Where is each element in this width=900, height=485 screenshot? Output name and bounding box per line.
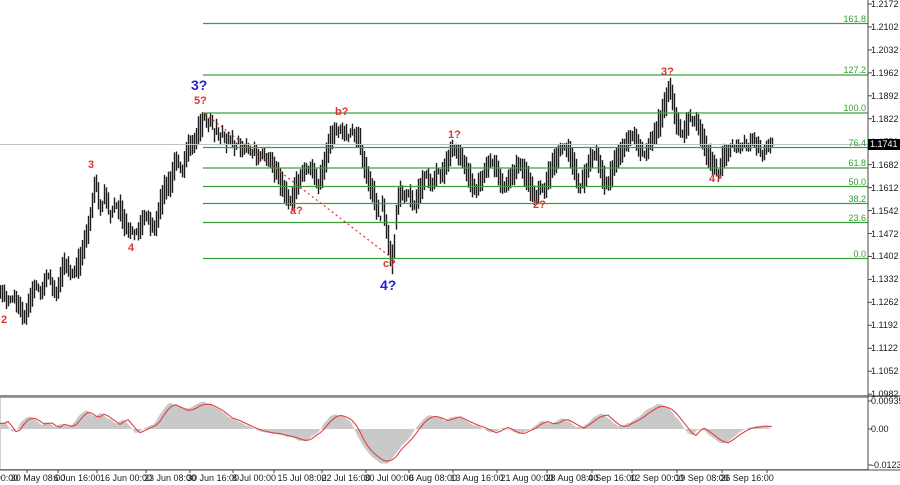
fib-label-23.6: 23.6 [848, 212, 866, 223]
fib-label-38.2: 38.2 [848, 193, 866, 204]
time-axis-label: 22 Jul 16:00 [321, 473, 371, 483]
oscillator-histogram-area [0, 401, 770, 464]
price-axis-label: 1.1612 [871, 182, 899, 193]
wave-label-3[interactable]: 3 [88, 159, 95, 171]
price-axis-label: 1.1542 [871, 205, 899, 216]
fib-label-0.0: 0.0 [853, 248, 866, 259]
indicator-axis-label: -0.01236 [871, 460, 900, 470]
fib-label-76.4: 76.4 [848, 137, 866, 148]
oscillator-signal-line [0, 403, 773, 462]
price-axis-label: 1.1402 [871, 251, 899, 262]
price-axis-label: 1.0982 [871, 389, 899, 400]
price-axis-label: 1.1472 [871, 228, 899, 239]
time-axis-label: 30 Jul 00:00 [364, 473, 414, 483]
time-axis-label: 00:00 [0, 473, 19, 483]
time-axis-label: 30 Jun 16:00 [186, 473, 240, 483]
price-axis-label: 1.1962 [871, 67, 899, 78]
wave-label-4[interactable]: 4 [128, 242, 135, 254]
price-axis-label: 1.1122 [871, 343, 898, 354]
dashed-trendline[interactable] [204, 113, 393, 259]
time-axis-label: 23 Jun 08:00 [143, 473, 197, 483]
current-price-value: 1.1741 [870, 139, 898, 149]
price-axis-label: 1.1822 [871, 113, 899, 124]
fib-label-127.2: 127.2 [843, 65, 866, 75]
time-axis-label: 26 Sep 16:00 [720, 473, 774, 483]
wave-label-3q[interactable]: 3? [661, 66, 674, 78]
wave-label-bq[interactable]: b? [335, 106, 349, 118]
fib-label-50.0: 50.0 [848, 176, 866, 187]
current-price-box: 1.1741 [868, 139, 900, 150]
time-axis-label: 16 Jun 00:00 [99, 473, 153, 483]
time-axis-label: 13 Aug 16:00 [450, 473, 504, 483]
fib-label-61.8: 61.8 [848, 158, 866, 168]
price-axis-label: 1.1192 [871, 320, 898, 331]
time-axis-label: 8 Jul 00:00 [231, 473, 277, 483]
time-axis-label: 12 Sep 00:00 [630, 473, 684, 483]
wave-label-aq[interactable]: a? [290, 205, 303, 217]
wave-label-5q[interactable]: 5? [194, 95, 207, 107]
wave-label-4q[interactable]: 4? [709, 173, 722, 185]
price-axis-label: 1.1892 [871, 90, 899, 101]
time-axis-label: 6 Jun 16:00 [53, 473, 101, 483]
wave-label-cq[interactable]: c? [383, 258, 396, 270]
wave-label-2q[interactable]: 2? [533, 199, 546, 211]
indicator-axis-label: 0.00 [871, 424, 889, 434]
price-axis-label: 1.1332 [871, 274, 899, 285]
time-axis-label: 19 Sep 08:00 [675, 473, 729, 483]
time-axis-label: 6 Aug 08:00 [408, 473, 458, 483]
time-axis-label: 30 May 08:00 [10, 473, 66, 483]
time-axis-label: 4 Sep 16:00 [587, 473, 637, 483]
price-axis-label: 1.2032 [871, 44, 899, 55]
wave-label-1q[interactable]: 1? [448, 129, 461, 141]
wave-label-4q[interactable]: 4? [380, 277, 397, 293]
price-axis-label: 1.1682 [871, 159, 899, 170]
wave-label-2[interactable]: 2 [1, 314, 8, 326]
fib-label-161.8: 161.8 [843, 13, 866, 24]
indicator-axis-label: 0.00935 [871, 396, 900, 406]
candlestick-series [0, 77, 774, 325]
fib-label-100.0: 100.0 [843, 103, 866, 113]
price-axis-label: 1.2172 [871, 0, 899, 9]
time-axis-label: 21 Aug 00:00 [500, 473, 554, 483]
price-axis-label: 1.1052 [871, 366, 899, 377]
time-axis-label: 15 Jul 08:00 [277, 473, 327, 483]
wave-label-3q[interactable]: 3? [191, 77, 208, 93]
price-axis-label: 1.1262 [871, 297, 899, 308]
time-axis-label: 28 Aug 08:00 [545, 473, 599, 483]
price-axis-label: 1.2102 [871, 21, 899, 32]
pane-separator[interactable] [0, 395, 900, 397]
